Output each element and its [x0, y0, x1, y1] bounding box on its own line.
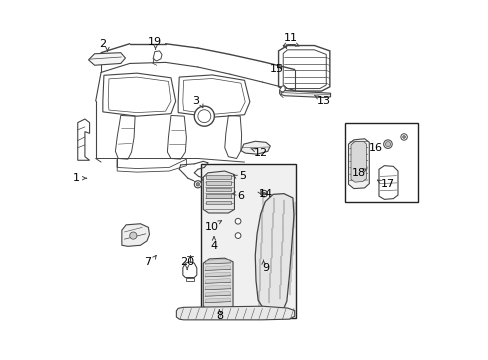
Polygon shape	[206, 201, 230, 204]
Text: 10: 10	[205, 222, 219, 231]
Circle shape	[194, 106, 214, 126]
Text: 9: 9	[262, 263, 269, 273]
Circle shape	[383, 140, 391, 148]
Polygon shape	[279, 86, 285, 92]
Polygon shape	[206, 175, 230, 179]
Circle shape	[402, 135, 405, 138]
Polygon shape	[206, 188, 230, 192]
Polygon shape	[205, 272, 230, 277]
Polygon shape	[378, 166, 397, 199]
Circle shape	[198, 110, 210, 123]
Polygon shape	[205, 292, 230, 296]
Text: 14: 14	[259, 189, 272, 199]
Text: 7: 7	[144, 257, 151, 267]
Text: 15: 15	[269, 64, 283, 74]
Polygon shape	[279, 90, 330, 98]
Polygon shape	[203, 258, 233, 310]
Text: 17: 17	[380, 179, 394, 189]
Polygon shape	[348, 139, 368, 189]
Polygon shape	[176, 306, 294, 320]
Polygon shape	[205, 298, 230, 303]
Text: 3: 3	[192, 96, 199, 106]
Polygon shape	[350, 141, 366, 182]
Circle shape	[196, 183, 199, 186]
Text: 20: 20	[180, 257, 194, 267]
Polygon shape	[183, 262, 196, 278]
Bar	[344, 123, 418, 202]
Text: 12: 12	[253, 148, 267, 158]
Polygon shape	[205, 259, 230, 264]
Circle shape	[400, 134, 407, 140]
Text: 11: 11	[284, 33, 298, 43]
Polygon shape	[206, 181, 230, 185]
Text: 19: 19	[147, 37, 162, 47]
Polygon shape	[205, 285, 230, 290]
Circle shape	[194, 181, 201, 188]
Polygon shape	[88, 53, 125, 65]
Polygon shape	[122, 224, 149, 246]
Polygon shape	[205, 279, 230, 283]
Polygon shape	[153, 51, 162, 61]
Text: 8: 8	[215, 311, 223, 321]
Polygon shape	[206, 194, 230, 198]
Polygon shape	[255, 194, 293, 310]
Text: 4: 4	[210, 241, 217, 251]
Text: 16: 16	[367, 143, 382, 153]
Circle shape	[129, 232, 137, 239]
Polygon shape	[241, 141, 270, 154]
Polygon shape	[203, 171, 234, 213]
Circle shape	[235, 219, 241, 224]
Text: 1: 1	[72, 173, 79, 183]
Bar	[201, 164, 296, 318]
Text: 6: 6	[237, 191, 244, 201]
Circle shape	[235, 233, 241, 238]
Circle shape	[262, 192, 265, 195]
Circle shape	[261, 190, 267, 197]
Text: 2: 2	[99, 39, 106, 49]
Text: 18: 18	[351, 168, 366, 178]
Circle shape	[385, 141, 389, 147]
Text: 5: 5	[239, 171, 245, 181]
Polygon shape	[205, 266, 230, 270]
Text: 13: 13	[316, 96, 330, 106]
